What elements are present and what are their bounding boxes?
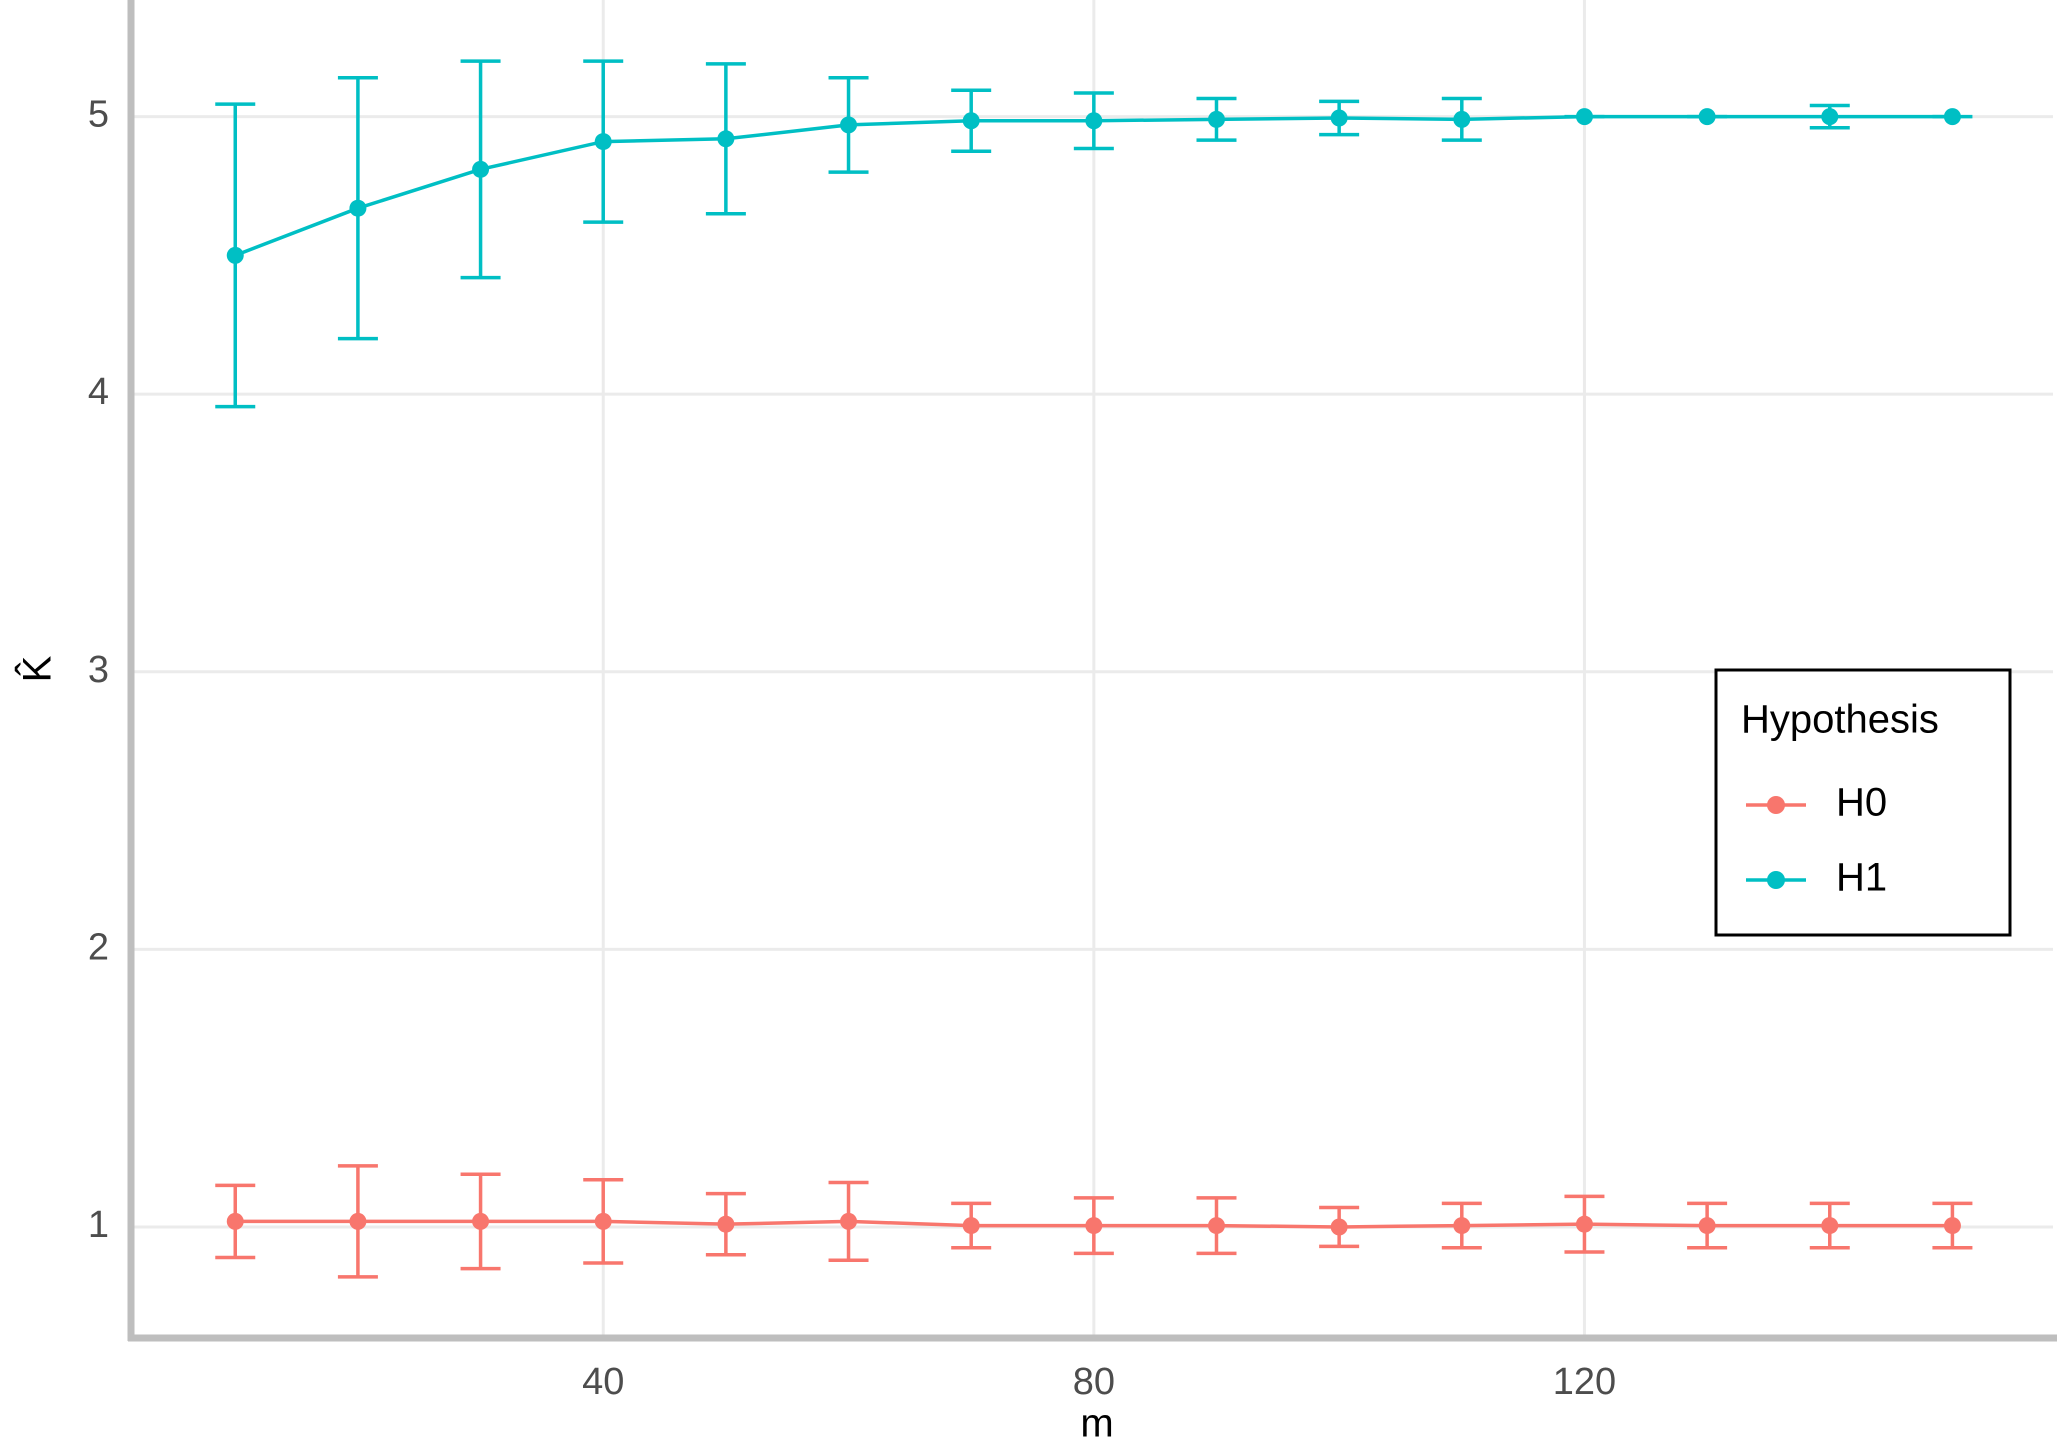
- point: [594, 1212, 612, 1230]
- point: [1453, 1217, 1471, 1235]
- point: [594, 133, 612, 151]
- point: [349, 1212, 367, 1230]
- point: [717, 130, 735, 148]
- point: [1575, 108, 1593, 126]
- point: [349, 199, 367, 217]
- point: [1698, 108, 1716, 126]
- point: [1698, 1217, 1716, 1235]
- point: [1575, 1215, 1593, 1233]
- point: [472, 1212, 490, 1230]
- x-tick-label: 40: [582, 1361, 624, 1403]
- legend-box: [1714, 668, 2012, 937]
- legend-label: H0: [1836, 781, 1887, 825]
- point: [1085, 1217, 1103, 1235]
- point: [226, 246, 244, 264]
- y-axis-title: K̂: [14, 655, 60, 682]
- point: [840, 1212, 858, 1230]
- point: [1943, 108, 1961, 126]
- point: [717, 1215, 735, 1233]
- point: [962, 112, 980, 130]
- y-tick-label: 2: [88, 926, 109, 968]
- point: [1330, 109, 1348, 127]
- y-tick-label: 1: [88, 1204, 109, 1246]
- y-tick-label: 3: [88, 649, 109, 691]
- point: [1207, 1217, 1225, 1235]
- point: [962, 1217, 980, 1235]
- point: [840, 116, 858, 134]
- point: [472, 160, 490, 178]
- point: [1207, 110, 1225, 128]
- y-tick-label: 5: [88, 94, 109, 136]
- legend-title: Hypothesis: [1741, 698, 1939, 742]
- point: [1085, 112, 1103, 130]
- point: [1943, 1217, 1961, 1235]
- legend-key-point: [1767, 871, 1785, 889]
- point: [1821, 1217, 1839, 1235]
- point: [1453, 110, 1471, 128]
- x-axis-title: m: [1080, 1402, 1113, 1444]
- point: [226, 1212, 244, 1230]
- x-tick-label: 80: [1073, 1361, 1115, 1403]
- point: [1330, 1218, 1348, 1236]
- x-tick-label: 120: [1553, 1361, 1616, 1403]
- legend: Hypothesis H0 H1: [1714, 668, 2012, 937]
- legend-label: H1: [1836, 856, 1887, 900]
- legend-key-point: [1767, 796, 1785, 814]
- y-tick-label: 4: [88, 371, 109, 413]
- point: [1821, 108, 1839, 126]
